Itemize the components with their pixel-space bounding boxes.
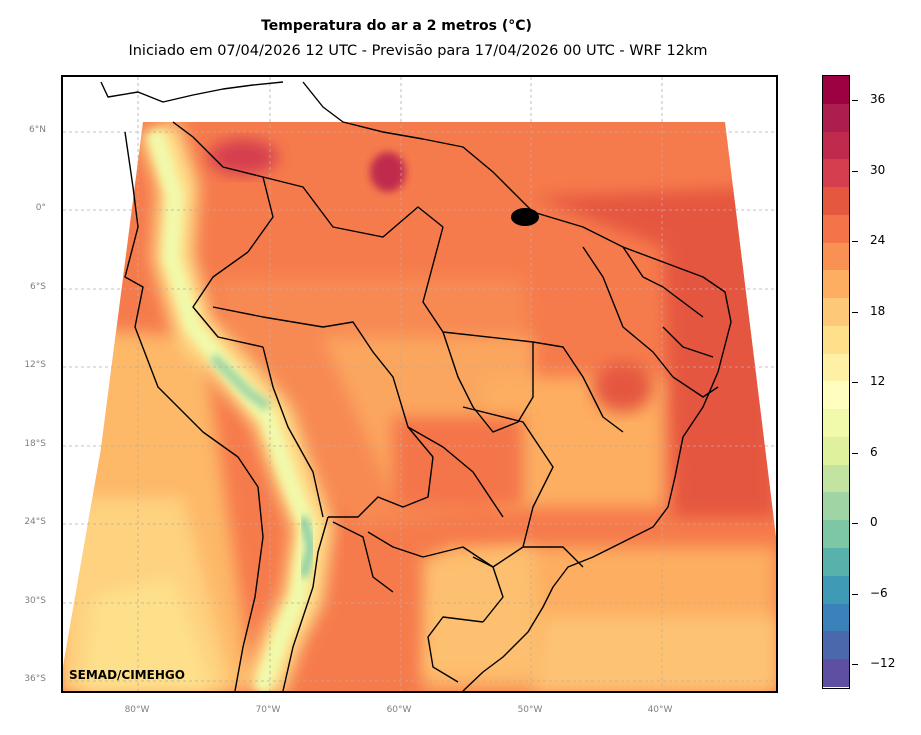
colorbar-segment	[823, 631, 849, 660]
colorbar-tick-label: −6	[870, 585, 888, 600]
colorbar-tick	[852, 593, 858, 595]
colorbar-segment	[823, 214, 849, 243]
lat-tick-label: 6°S	[30, 282, 46, 292]
colorbar-tick-label: 36	[870, 92, 886, 106]
colorbar-tick-label: 18	[870, 303, 886, 318]
lat-tick-label: 36°S	[24, 674, 46, 684]
colorbar-segment	[823, 270, 849, 299]
colorbar-segment	[823, 159, 849, 188]
colorbar-tick	[852, 241, 858, 242]
lon-tick-label: 60°W	[386, 705, 412, 715]
colorbar-segment	[823, 353, 849, 382]
chart-subtitle: Iniciado em 07/04/2026 12 UTC - Previsão…	[128, 43, 708, 59]
lat-tick-label: 0°	[35, 203, 46, 213]
credit-label: SEMAD/CIMEHGO	[69, 668, 185, 682]
lat-tick-label: 24°S	[24, 517, 46, 527]
coastlines-and-borders	[100, 81, 732, 691]
colorbar-tick-label: 24	[870, 233, 886, 247]
colorbar-segment	[823, 76, 849, 104]
lat-tick-label: 6°N	[29, 125, 46, 135]
map-panel[interactable]: SEMAD/CIMEHGO	[61, 75, 778, 693]
colorbar-segment	[823, 464, 849, 493]
colorbar-segment	[823, 520, 849, 549]
colorbar-segment	[823, 187, 849, 215]
colorbar-tick-label: 12	[870, 374, 886, 388]
colorbar-segment	[823, 548, 849, 576]
lat-tick-label: 18°S	[24, 439, 46, 449]
colorbar-segment	[823, 325, 849, 354]
colorbar	[822, 75, 850, 689]
colorbar-tick-label: 0	[870, 515, 878, 529]
colorbar-tick	[852, 100, 858, 101]
graticule	[63, 77, 776, 691]
marajo-island	[511, 208, 539, 226]
colorbar-segment	[823, 575, 849, 604]
colorbar-tick-label: −12	[870, 656, 896, 670]
colorbar-segment	[823, 242, 849, 271]
lat-tick-label: 12°S	[24, 360, 46, 370]
colorbar-segment	[823, 298, 849, 326]
lat-tick-label: 30°S	[24, 596, 46, 606]
colorbar-segment	[823, 436, 849, 465]
colorbar-segment	[823, 492, 849, 521]
temperature-field	[63, 122, 776, 691]
colorbar-tick	[852, 452, 858, 454]
lon-tick-label: 40°W	[647, 705, 673, 715]
colorbar-tick	[852, 311, 858, 313]
lon-tick-label: 50°W	[517, 705, 543, 715]
colorbar-tick	[852, 664, 858, 665]
colorbar-segment	[823, 103, 849, 132]
colorbar-tick-label: 30	[870, 162, 886, 177]
colorbar-tick-label: 6	[870, 444, 878, 459]
lon-tick-label: 80°W	[124, 705, 150, 715]
lon-tick-label: 70°W	[255, 705, 281, 715]
colorbar-segment	[823, 131, 849, 160]
colorbar-segment	[823, 603, 849, 632]
chart-title: Temperatura do ar a 2 metros (°C)	[261, 18, 532, 34]
colorbar-segment	[823, 381, 849, 410]
colorbar-tick	[852, 523, 858, 524]
colorbar-segment	[823, 409, 849, 437]
colorbar-tick	[852, 382, 858, 383]
colorbar-segment	[823, 659, 849, 687]
temperature-map[interactable]: SEMAD/CIMEHGO	[63, 77, 776, 691]
colorbar-tick	[852, 170, 858, 172]
